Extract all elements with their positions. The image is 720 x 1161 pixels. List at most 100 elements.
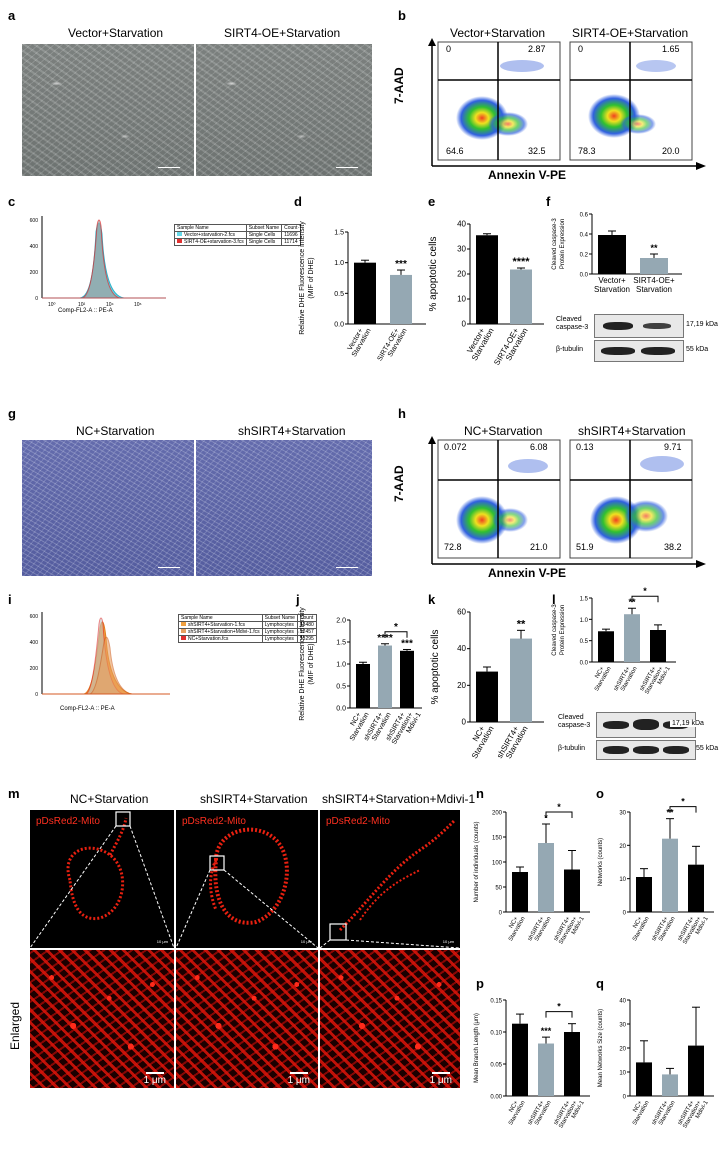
svg-text:200: 200	[30, 270, 39, 276]
flow-cytometry-b	[428, 38, 706, 170]
y-tick-label: 0.0	[336, 706, 346, 713]
c-xlabel: Comp-FL2-A :: PE-A	[58, 308, 113, 314]
chart-l: 0.0 0.5 1.0 1.5 Cleaved caspase-3 Protein Exp…	[548, 584, 716, 704]
svg-text:600: 600	[30, 614, 39, 620]
y-axis-label: % apoptotic cells	[430, 629, 441, 704]
y-tick-label: 0.0	[334, 322, 344, 329]
chart-q: 0 10 20 30 40 Mean Networks Size (counts) NC+ S…	[594, 980, 718, 1156]
y-tick-label: 2.0	[336, 618, 346, 625]
svg-text:200: 200	[30, 666, 39, 672]
significance-bracket	[384, 631, 408, 638]
y-tick-label: 0.0	[580, 273, 589, 279]
significance-bracket	[545, 811, 573, 818]
y-axis-label: (MIF of DHE)	[308, 643, 315, 684]
panel-label-p: p	[476, 976, 484, 991]
c-legend-table: Sample Name Subset Name Count Vector+starv…	[174, 224, 301, 246]
svg-text:400: 400	[30, 244, 39, 250]
bar	[688, 1045, 704, 1096]
h-right-ur: 9.71	[664, 442, 682, 452]
panel-label-h: h	[398, 406, 406, 421]
bar	[662, 1074, 678, 1096]
significance-label: ***	[401, 638, 413, 649]
chart-e: 0 10 20 30 40% apoptotic cells Vector+ Starvat…	[428, 206, 546, 376]
bar	[390, 274, 412, 324]
y-tick-label: 0.0	[580, 661, 589, 667]
panel-label-n: n	[476, 786, 484, 801]
blot-band	[663, 746, 689, 754]
f-kda2: 55 kDa	[686, 346, 709, 353]
blot-band	[603, 322, 633, 330]
y-axis-label: Mean Networks Size (counts)	[598, 1009, 604, 1087]
f-blot2-label: β-tubulin	[556, 346, 583, 353]
bar	[476, 671, 498, 722]
b-xlabel: Annexin V-PE	[488, 168, 567, 182]
category-label: SIRT4-OE+	[633, 276, 675, 285]
scale-label: 10 μm	[300, 939, 312, 944]
y-tick-label: 30	[619, 1023, 626, 1029]
enlarged-label: Enlarged	[8, 1001, 22, 1050]
mito-network	[30, 811, 174, 948]
scale-bar	[336, 167, 358, 168]
c-h-sub: Subset Name	[245, 224, 283, 232]
y-tick-label: 20	[619, 1047, 626, 1053]
i-h-sub: Subset Name	[261, 614, 298, 622]
b-left-ul: 0	[446, 44, 452, 54]
l-blot2-label: β-tubulin	[558, 745, 585, 752]
bar	[512, 1023, 528, 1096]
i-r1-sub: Lymphocytes	[261, 621, 298, 629]
significance-label: ****	[512, 256, 530, 268]
svg-text:600: 600	[30, 218, 39, 224]
probe-label: pDsRed2-Mito	[326, 816, 390, 827]
i-legend-table: Sample Name Subset Name Count shSIRT4+Star…	[178, 614, 317, 643]
l-blot1-label: Cleaved caspase-3	[558, 714, 591, 729]
blot-band	[603, 746, 629, 754]
chart-d: 0.0 0.5 1.0 1.5 Relative DHE Fluorescence in…	[296, 206, 426, 376]
bar	[650, 630, 666, 662]
panel-label-j: j	[296, 592, 300, 607]
b-right-lr: 20.0	[662, 146, 680, 156]
panel-label-d: d	[294, 194, 302, 209]
i-r2-sub: Lymphocytes	[261, 628, 298, 636]
b-left-ll: 64.6	[446, 146, 464, 156]
category-label: NC+	[508, 916, 520, 930]
bar	[564, 869, 580, 912]
y-tick-label: 1.5	[334, 230, 344, 237]
panel-b-title-left: Vector+Starvation	[450, 26, 546, 40]
western-blot-f-caspase	[594, 314, 684, 338]
y-axis-label: Cleaved caspase-3	[552, 218, 558, 270]
scale-bar	[290, 1072, 308, 1074]
panel-label-i: i	[8, 592, 12, 607]
enlarged-nc-starvation: 1 μm	[30, 950, 174, 1088]
bar	[636, 877, 652, 912]
bar	[640, 258, 668, 274]
m-title-3: shSIRT4+Starvation+Mdivi-1	[322, 792, 476, 806]
y-tick-label: 1.0	[336, 662, 346, 669]
i-r3-count: 13295	[296, 635, 317, 643]
mito-network	[176, 827, 318, 948]
y-tick-label: 1.5	[336, 640, 346, 647]
svg-text:0: 0	[35, 692, 38, 698]
y-axis-label: Number of individuals (counts)	[474, 821, 480, 902]
y-tick-label: 1.0	[580, 618, 589, 624]
y-tick-label: 40	[619, 999, 626, 1005]
h-left-ur: 6.08	[530, 442, 548, 452]
scale-label: 10 μm	[442, 939, 454, 944]
panel-label-o: o	[596, 786, 604, 801]
y-tick-label: 0.05	[490, 1063, 502, 1069]
histogram-c: 0 200 400 600 10⁰ 10² 10⁴ 10⁶	[30, 216, 166, 308]
i-r3-sub: Lymphocytes	[261, 635, 298, 643]
micrograph-vector-starvation	[22, 44, 194, 176]
i-r1-name: shSIRT4+Starvation-1.fcs	[188, 622, 246, 628]
y-tick-label: 20	[457, 270, 466, 279]
significance-label: *	[681, 797, 685, 807]
bar	[476, 235, 498, 324]
confocal-shsirt4-starvation-mdivi: pDsRed2-Mito 10 μm	[320, 810, 460, 948]
blot-band	[641, 347, 675, 355]
y-tick-label: 1.5	[580, 597, 589, 603]
category-label: Vector+	[598, 276, 626, 285]
i-r2-name: shSIRT4+Starvation+Mdivi-1.fcs	[188, 629, 260, 635]
svg-text:10⁴: 10⁴	[106, 302, 114, 308]
bar	[512, 872, 528, 912]
category-label: Starvation	[636, 285, 672, 294]
y-tick-label: 30	[457, 245, 466, 254]
